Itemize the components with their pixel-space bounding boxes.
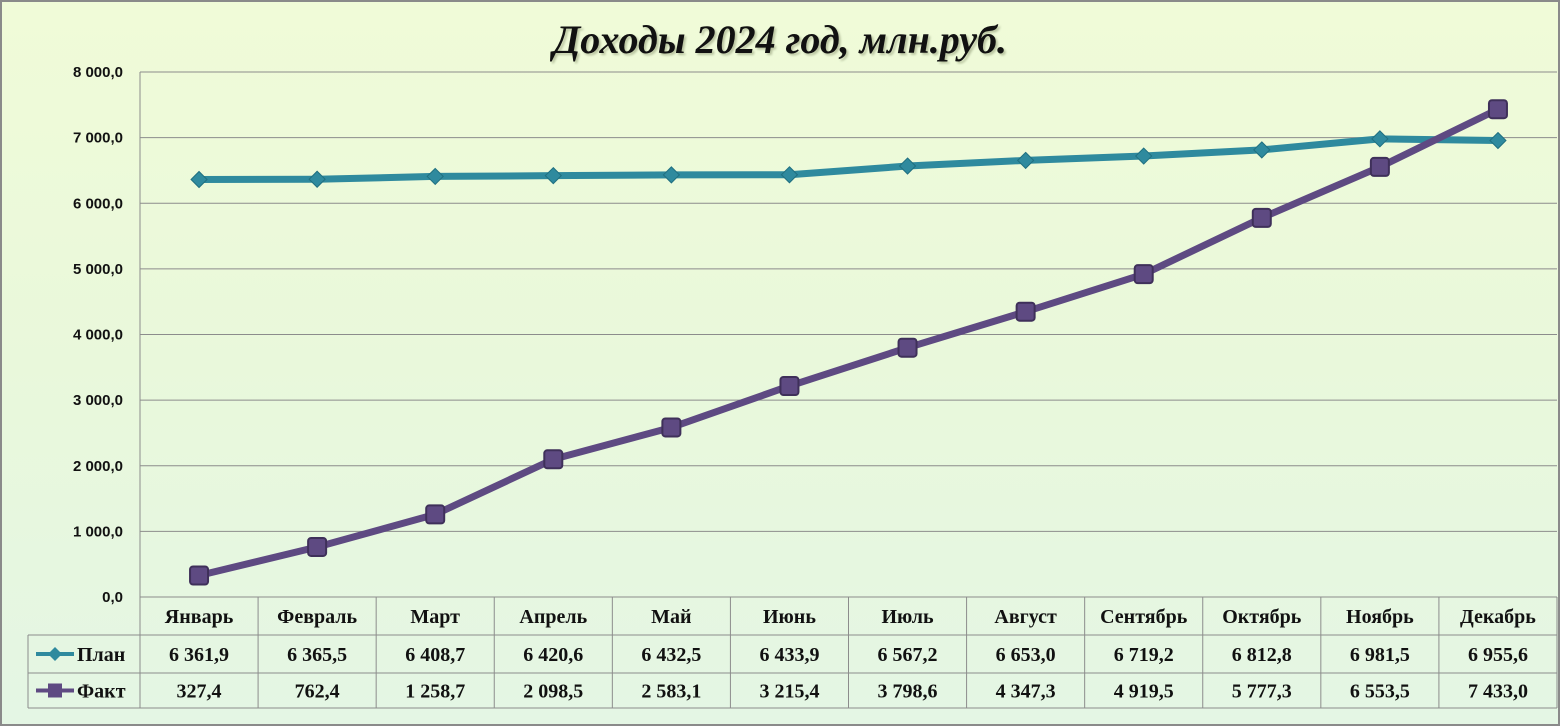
- data-point-plan: [1371, 130, 1389, 148]
- data-point-fact: [779, 375, 800, 396]
- x-category-label: Ноябрь: [1346, 606, 1414, 628]
- data-point-fact: [1251, 207, 1272, 228]
- y-tick-label: 3 000,0: [73, 392, 123, 409]
- data-point-fact: [1015, 301, 1036, 322]
- table-value: 5 777,3: [1232, 681, 1292, 703]
- y-tick-label: 1 000,0: [73, 523, 123, 540]
- x-category-label: Декабрь: [1460, 606, 1536, 628]
- table-value: 6 981,5: [1350, 644, 1410, 666]
- table-value: 762,4: [295, 681, 340, 703]
- data-point-fact: [1133, 264, 1154, 285]
- data-point-fact: [543, 449, 564, 470]
- table-value: 3 215,4: [759, 681, 819, 703]
- table-value: 6 433,9: [759, 644, 819, 666]
- y-tick-label: 8 000,0: [73, 64, 123, 81]
- data-point-fact: [189, 565, 210, 586]
- table-value: 1 258,7: [405, 681, 465, 703]
- data-point-plan: [780, 166, 799, 184]
- table-value: 327,4: [177, 681, 222, 703]
- data-point-plan: [662, 166, 681, 184]
- x-category-label: Октябрь: [1222, 606, 1302, 628]
- data-point-fact: [897, 337, 918, 358]
- legend-key-marker: [48, 647, 62, 661]
- table-value: 2 583,1: [641, 681, 701, 703]
- table-value: 6 432,5: [641, 644, 701, 666]
- y-tick-label: 4 000,0: [73, 327, 123, 344]
- data-point-plan: [426, 167, 444, 186]
- data-point-plan: [1135, 147, 1153, 165]
- data-point-plan: [308, 170, 326, 188]
- x-category-label: Январь: [165, 606, 234, 628]
- legend-series-name: План: [77, 644, 125, 666]
- table-value: 7 433,0: [1468, 681, 1528, 703]
- data-point-fact: [425, 504, 446, 525]
- table-value: 6 955,6: [1468, 644, 1528, 666]
- table-value: 6 553,5: [1350, 681, 1410, 703]
- table-value: 4 919,5: [1114, 681, 1174, 703]
- x-category-label: Май: [651, 606, 691, 628]
- x-category-label: Март: [410, 606, 460, 628]
- series-line-1: [195, 135, 1502, 184]
- table-value: 6 567,2: [878, 644, 938, 666]
- table-value: 6 653,0: [996, 644, 1056, 666]
- y-tick-label: 2 000,0: [73, 458, 123, 475]
- data-point-plan: [544, 166, 562, 185]
- data-point-plan: [898, 157, 917, 175]
- table-value: 3 798,6: [878, 681, 938, 703]
- series-line-2: [195, 105, 1502, 580]
- x-category-label: Август: [994, 606, 1057, 628]
- data-point-plan: [1489, 131, 1507, 150]
- data-point-fact: [307, 536, 328, 557]
- data-point-plan: [1253, 141, 1271, 159]
- table-value: 6 719,2: [1114, 644, 1174, 666]
- data-point-fact: [661, 417, 682, 438]
- table-value: 6 420,6: [523, 644, 583, 666]
- y-tick-label: 0,0: [102, 589, 123, 606]
- x-category-label: Июнь: [763, 606, 816, 628]
- table-value: 4 347,3: [996, 681, 1056, 703]
- data-point-plan: [190, 170, 208, 189]
- table-value: 6 361,9: [169, 644, 229, 666]
- data-point-fact: [1487, 99, 1508, 120]
- data-point-plan: [1016, 151, 1035, 170]
- legend-series-name: Факт: [77, 681, 126, 703]
- x-category-label: Июль: [881, 606, 934, 628]
- table-value: 2 098,5: [523, 681, 583, 703]
- x-category-label: Сентябрь: [1100, 606, 1188, 628]
- y-tick-label: 6 000,0: [73, 195, 123, 212]
- y-tick-label: 5 000,0: [73, 261, 123, 278]
- table-value: 6 365,5: [287, 644, 347, 666]
- x-category-label: Февраль: [277, 606, 357, 628]
- legend-key-marker: [48, 683, 62, 698]
- table-value: 6 812,8: [1232, 644, 1292, 666]
- data-point-fact: [1369, 156, 1390, 177]
- y-tick-label: 7 000,0: [73, 130, 123, 147]
- x-category-label: Апрель: [519, 606, 587, 628]
- chart-title: Доходы 2024 год, млн.руб.: [552, 17, 1007, 62]
- table-value: 6 408,7: [405, 644, 465, 666]
